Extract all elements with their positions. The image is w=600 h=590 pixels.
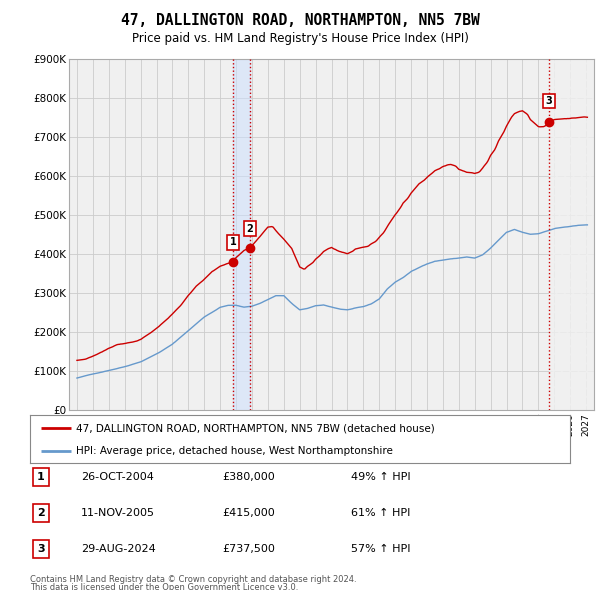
Text: 26-OCT-2004: 26-OCT-2004 xyxy=(81,472,154,481)
Text: 49% ↑ HPI: 49% ↑ HPI xyxy=(351,472,410,481)
Text: 61% ↑ HPI: 61% ↑ HPI xyxy=(351,508,410,517)
Text: 29-AUG-2024: 29-AUG-2024 xyxy=(81,544,156,553)
Text: HPI: Average price, detached house, West Northamptonshire: HPI: Average price, detached house, West… xyxy=(76,446,393,456)
Text: £380,000: £380,000 xyxy=(222,472,275,481)
Text: 1: 1 xyxy=(230,237,236,247)
Text: 11-NOV-2005: 11-NOV-2005 xyxy=(81,508,155,517)
Text: Contains HM Land Registry data © Crown copyright and database right 2024.: Contains HM Land Registry data © Crown c… xyxy=(30,575,356,584)
Text: Price paid vs. HM Land Registry's House Price Index (HPI): Price paid vs. HM Land Registry's House … xyxy=(131,32,469,45)
Text: 3: 3 xyxy=(545,96,552,106)
Text: 2: 2 xyxy=(37,508,44,517)
Text: 2: 2 xyxy=(247,224,253,234)
Bar xyxy=(549,59,594,410)
Text: £415,000: £415,000 xyxy=(222,508,275,517)
Text: 47, DALLINGTON ROAD, NORTHAMPTON, NN5 7BW (detached house): 47, DALLINGTON ROAD, NORTHAMPTON, NN5 7B… xyxy=(76,423,434,433)
Text: This data is licensed under the Open Government Licence v3.0.: This data is licensed under the Open Gov… xyxy=(30,583,298,590)
Text: 47, DALLINGTON ROAD, NORTHAMPTON, NN5 7BW: 47, DALLINGTON ROAD, NORTHAMPTON, NN5 7B… xyxy=(121,13,479,28)
Text: £737,500: £737,500 xyxy=(222,544,275,553)
Bar xyxy=(233,59,250,410)
Text: 57% ↑ HPI: 57% ↑ HPI xyxy=(351,544,410,553)
Text: 1: 1 xyxy=(37,472,44,481)
Text: 3: 3 xyxy=(37,544,44,553)
